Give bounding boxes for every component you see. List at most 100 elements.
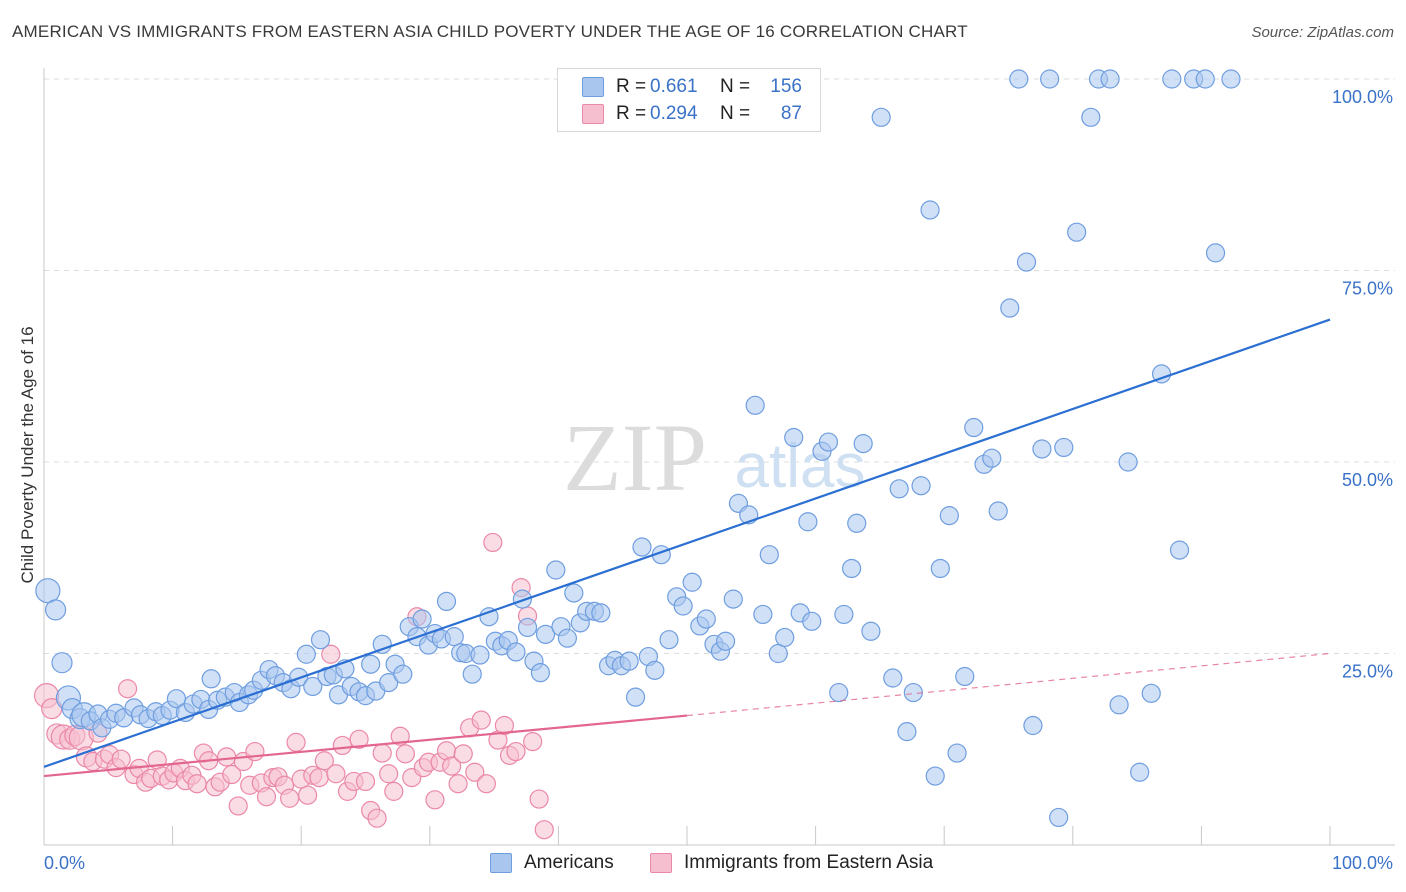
- immigrants-point: [349, 729, 369, 749]
- immigrants-point: [309, 767, 329, 788]
- immigrants-swatch: [582, 104, 604, 124]
- americans-point: [759, 545, 779, 565]
- r-value: 0.661: [650, 76, 698, 97]
- americans-point: [201, 669, 221, 689]
- americans-point: [1067, 222, 1087, 242]
- americans-point: [546, 560, 566, 580]
- r-label: R =: [616, 76, 647, 97]
- americans-point: [591, 603, 611, 623]
- americans-point: [1118, 452, 1138, 472]
- immigrants-point: [228, 796, 248, 816]
- americans-point: [379, 673, 399, 693]
- x-tick-label: 0.0%: [44, 853, 85, 873]
- americans-point: [625, 687, 646, 707]
- watermark-zip: ZIP: [563, 404, 707, 511]
- immigrants-trend-extension: [686, 652, 1331, 717]
- stats-row-immigrants: R = 0.294 N = 87: [582, 101, 802, 127]
- americans-point: [842, 558, 862, 579]
- americans-point: [988, 501, 1008, 521]
- americans-point: [564, 583, 584, 603]
- americans-point: [393, 664, 413, 684]
- americans-point: [1109, 695, 1129, 715]
- immigrants-point: [471, 710, 491, 730]
- americans-point: [51, 652, 73, 674]
- immigrants-point: [217, 747, 237, 767]
- immigrants-point: [425, 790, 445, 810]
- americans-point: [1032, 439, 1052, 459]
- americans-point: [696, 609, 716, 629]
- americans-point: [530, 663, 550, 683]
- americans-point: [1081, 107, 1101, 127]
- americans-point: [1100, 69, 1120, 89]
- americans-point: [889, 479, 909, 499]
- americans-point: [673, 596, 693, 616]
- americans-point: [818, 432, 839, 452]
- americans-point: [982, 448, 1002, 468]
- americans-point: [784, 427, 804, 448]
- americans-point: [768, 643, 788, 664]
- immigrants-point: [442, 756, 462, 776]
- americans-point: [1054, 437, 1074, 458]
- americans-point: [512, 589, 532, 609]
- immigrants-point: [523, 731, 543, 752]
- americans-point: [798, 512, 818, 532]
- americans-point: [619, 651, 639, 671]
- americans-point: [847, 513, 867, 533]
- americans-point: [871, 107, 891, 127]
- americans-point: [361, 654, 381, 674]
- immigrants-point: [355, 771, 376, 792]
- series-legend: Americans Immigrants from Eastern Asia: [0, 852, 1406, 878]
- legend-label: Immigrants from Eastern Asia: [684, 852, 934, 873]
- americans-point: [1130, 762, 1150, 782]
- americans-point: [930, 558, 950, 579]
- n-value: 156: [770, 76, 802, 97]
- americans-point: [479, 607, 499, 627]
- americans-point: [1040, 69, 1060, 89]
- americans-point: [1162, 69, 1182, 89]
- americans-point: [659, 630, 679, 650]
- immigrants-point: [534, 820, 554, 840]
- axes: [43, 68, 1395, 846]
- legend-item-americans[interactable]: Americans: [490, 852, 614, 874]
- americans-point: [939, 506, 959, 526]
- americans-point: [1169, 540, 1190, 560]
- americans-point: [296, 644, 316, 664]
- americans-point: [897, 722, 917, 742]
- legend-item-immigrants[interactable]: Immigrants from Eastern Asia: [650, 852, 933, 874]
- americans-point: [745, 395, 765, 415]
- americans-point: [753, 604, 773, 625]
- immigrants-point: [494, 715, 514, 736]
- immigrants-point: [372, 743, 392, 763]
- americans-point: [1141, 683, 1161, 703]
- immigrants-point: [187, 774, 207, 794]
- americans-point: [723, 589, 743, 609]
- immigrants-point: [384, 781, 404, 801]
- stats-row-americans: R = 0.661 N = 156: [582, 74, 802, 100]
- americans-point: [861, 621, 881, 641]
- americans-point: [920, 200, 940, 220]
- americans-point: [1205, 243, 1226, 263]
- americans-point: [947, 743, 967, 763]
- americans-legend-swatch: [490, 853, 512, 873]
- immigrants-point: [367, 808, 387, 828]
- immigrants-point: [390, 726, 410, 746]
- americans-point: [506, 642, 526, 662]
- americans-point: [1000, 298, 1020, 318]
- americans-point: [1195, 69, 1215, 89]
- americans-point: [829, 682, 849, 703]
- americans-point: [35, 578, 61, 604]
- immigrants-trend-line: [43, 714, 688, 778]
- americans-point: [775, 627, 795, 648]
- legend-label: Americans: [524, 852, 614, 873]
- immigrants-point: [111, 749, 131, 769]
- americans-trend-line: [43, 318, 1331, 768]
- immigrants-point: [453, 744, 473, 764]
- immigrants-legend-swatch: [650, 853, 672, 873]
- immigrants-point: [280, 788, 300, 808]
- y-tick-label: 75.0%: [1342, 279, 1393, 299]
- americans-point: [303, 676, 323, 697]
- immigrants-point: [465, 762, 485, 782]
- americans-point: [834, 604, 854, 625]
- immigrants-point: [483, 532, 503, 553]
